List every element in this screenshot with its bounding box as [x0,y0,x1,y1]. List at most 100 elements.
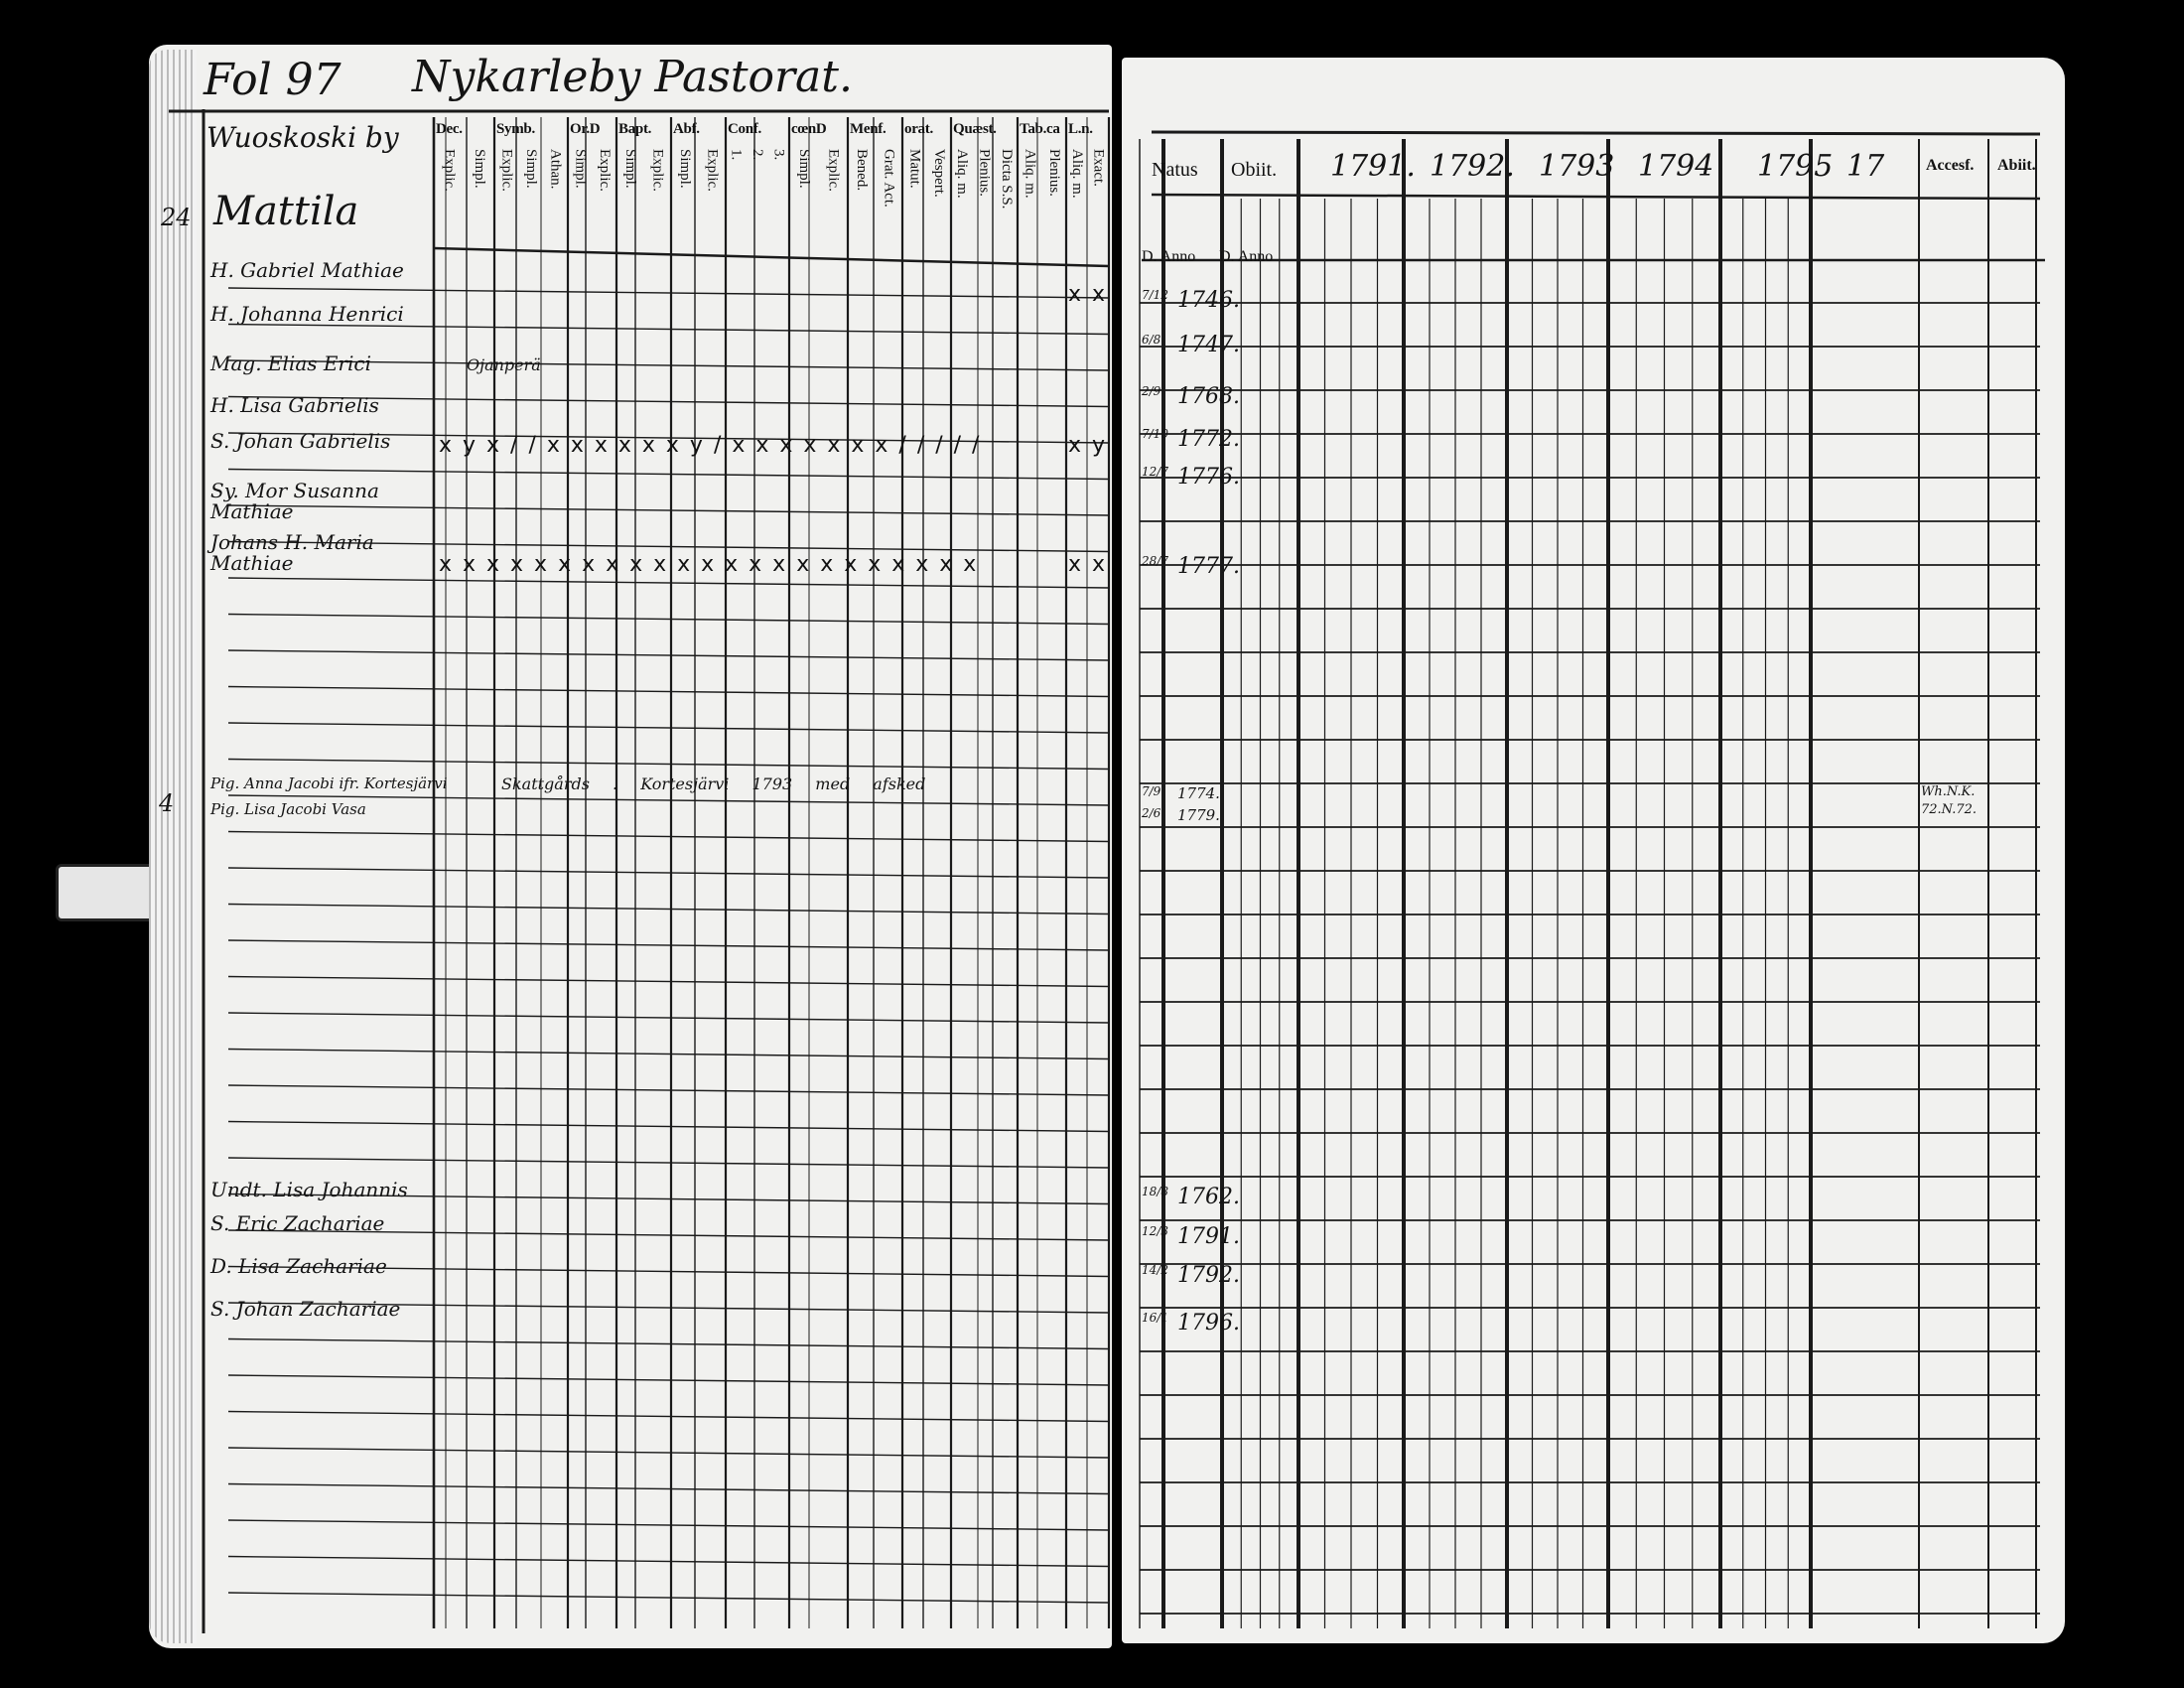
reading-marks: x x [1068,282,1108,307]
header-top-rule [1151,130,2041,136]
obiit-subheader: D. Anno [1219,248,1274,265]
column-subheader: Simpl. [471,149,487,189]
birth-year: 1779. [1177,806,1220,824]
column-subheader: Matut. [906,149,923,189]
birth-day: 18/8 [1142,1185,1168,1198]
column-header: Tab.ca [1020,121,1060,137]
row-rule [227,359,1110,371]
birth-day: 14/2 [1142,1263,1168,1277]
row-rule [227,613,1110,626]
row-rule [227,1012,1110,1024]
abiit-header: Abiit. [1997,157,2036,174]
row-rule [227,1592,1110,1604]
row-rule [227,468,1110,481]
row-rule [227,1447,1110,1459]
natus-header: Natus [1152,159,1198,181]
birth-day: 7/9 [1142,784,1161,798]
catechism-marks: x x x x x x x x x x x x x x x x x x x x … [439,552,979,577]
row-rule [227,685,1110,698]
row-rule [227,830,1110,843]
obiit-header: Obiit. [1231,159,1278,181]
household-number: 24 [161,204,192,231]
row-rule [227,939,1110,951]
column-subheader: Aliq. m. [1022,149,1038,199]
birth-day: 7/10 [1142,427,1168,441]
column-header: Abf. [673,121,700,137]
column-header: Menf. [850,121,887,137]
person-name: Undt. Lisa Johannis [210,1178,408,1201]
column-subheader: 2. [750,149,765,161]
column-subheader: Vespert. [930,149,947,198]
catechism-marks: Ojanperä [467,355,541,374]
column-header: cœnD [791,121,827,137]
column-header: Or.D [570,121,601,137]
row-rule [227,323,1110,336]
year-rule [1151,193,2041,201]
column-subheader: 1. [728,149,745,161]
person-name: Pig. Anna Jacobi ifr. Kortesjärvi [210,774,448,792]
birth-year: 1777. [1177,554,1240,579]
catechism-marks: Skattgårds . Kortesjärvi 1793 med afsked [501,774,926,793]
person-name: H. Gabriel Mathiae [210,258,404,282]
reading-marks: x x [1068,552,1108,577]
birth-day: 12/3 [1142,1224,1168,1238]
row-rule [227,1157,1110,1169]
person-name: S. Johan Gabrielis [210,429,391,453]
person-name: Mag. Elias Erici [210,352,372,375]
birth-year: 1746. [1177,288,1240,313]
birth-year: 1791. [1177,1224,1240,1249]
row-rule [227,1555,1110,1568]
column-subheader: Explic. [649,149,666,192]
column-header: L.n. [1068,121,1093,137]
row-rule [227,1229,1110,1241]
person-name: Sy. Mor Susanna Mathiae [210,479,379,523]
row-rule [227,1337,1110,1350]
row-rule [227,1120,1110,1133]
column-subheader: Explic. [596,149,613,192]
column-subheader: Explic. [704,149,721,192]
header-rule [433,246,1110,268]
row-rule [227,649,1110,661]
column-header: Symb. [496,121,535,137]
birth-year: 1772. [1177,427,1240,452]
birth-year: 1776. [1177,465,1240,490]
row-rule [227,794,1110,806]
birth-year: 1762. [1177,1185,1240,1209]
parish-title: Nykarleby Pastorat. [412,52,853,102]
column-subheader: Exact. [1090,149,1107,187]
person-name: H. Lisa Gabrielis [210,393,379,417]
birth-day: 12/7 [1142,465,1168,479]
row-rule [227,722,1110,734]
row-rule [227,867,1110,879]
year-header: 1794 [1638,149,1714,184]
year-header: 1795 [1757,149,1834,184]
person-name: H. Johanna Henrici [210,302,404,326]
column-subheader: Explic. [441,149,458,192]
row-rule [227,287,1110,299]
farm-name: Mattila [213,189,359,234]
column-subheader: Explic. [825,149,842,192]
row-rule [227,1410,1110,1423]
row-rule [227,1519,1110,1531]
column-subheader: Athan. [547,149,564,190]
reading-marks: x y [1068,433,1108,458]
row-rule [227,975,1110,988]
birth-year: 1747. [1177,333,1240,357]
row-rule [227,1193,1110,1205]
accessit-header: Accesf. [1926,157,1975,174]
row-rule [227,1265,1110,1278]
birth-day: 16/1 [1142,1311,1168,1325]
column-subheader: Aliq. m. [1068,149,1085,199]
column-subheader: Plenius. [1045,149,1062,197]
row-rule [227,540,1110,553]
column-subheader: 3. [770,149,787,161]
column-subheader: Grat. Act. [881,149,897,208]
column-subheader: Dicta S.S. [998,149,1015,210]
row-rule [227,577,1110,589]
person-name: Pig. Lisa Jacobi Vasa [210,800,366,818]
column-subheader: Explic. [498,149,515,192]
column-subheader: Simpl. [523,149,539,189]
row-rule [227,1374,1110,1386]
